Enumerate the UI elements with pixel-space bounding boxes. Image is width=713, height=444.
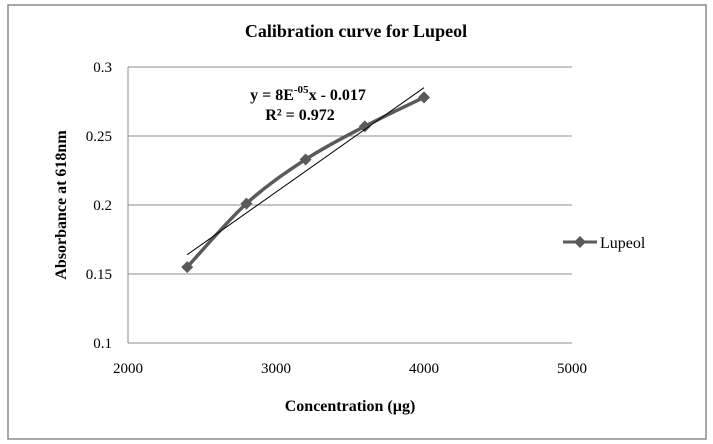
legend-label: Lupeol <box>600 235 646 252</box>
chart-border <box>7 4 707 440</box>
data-point <box>299 153 312 166</box>
data-point <box>240 197 253 210</box>
y-tick-label: 0.3 <box>93 60 112 76</box>
y-tick-label: 0.15 <box>86 267 112 283</box>
equation-exponent: -05 <box>294 84 309 96</box>
trendline <box>186 87 425 256</box>
x-axis-title: Concentration (µg) <box>285 398 416 415</box>
y-tick-labels: 0.1 0.15 0.2 0.25 0.3 <box>86 60 112 352</box>
data-point <box>181 261 194 274</box>
trendline-equation: y = 8E-05x - 0.017 <box>250 84 366 104</box>
y-tick-label: 0.1 <box>93 336 112 352</box>
chart-title: Calibration curve for Lupeol <box>245 21 467 41</box>
legend-diamond-marker-icon <box>574 236 586 248</box>
data-point <box>358 120 371 133</box>
x-tick-label: 4000 <box>409 361 439 377</box>
y-axis-title: Absorbance at 618nm <box>53 130 70 280</box>
x-tick-labels: 2000 3000 4000 5000 <box>113 361 587 377</box>
r-squared-label: R² = 0.972 <box>265 107 334 124</box>
data-point <box>418 91 430 104</box>
y-tick-label: 0.2 <box>93 198 112 214</box>
y-tick-label: 0.25 <box>86 129 112 145</box>
legend: Lupeol <box>563 235 646 252</box>
gridlines <box>128 66 572 344</box>
equation-prefix: y = 8E <box>250 87 294 104</box>
x-tick-label: 3000 <box>261 361 291 377</box>
x-tick-label: 5000 <box>557 361 587 377</box>
equation-suffix: x - 0.017 <box>309 87 366 104</box>
x-tick-label: 2000 <box>113 361 143 377</box>
